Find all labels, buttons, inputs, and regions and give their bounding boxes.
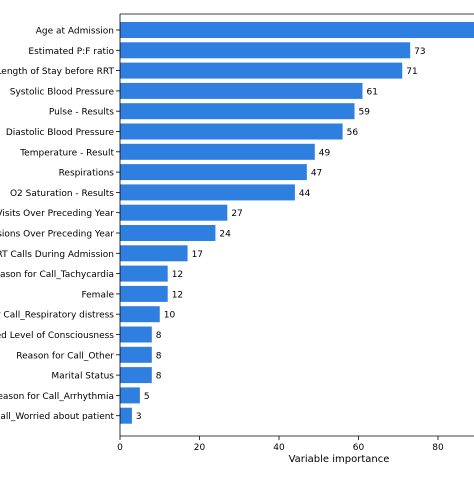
- category-label: Reason for Call_Arrhythmia: [0, 392, 114, 402]
- value-label: 59: [359, 108, 371, 118]
- category-label: O2 Saturation - Results: [10, 189, 114, 199]
- axes: 0 20 40 60 80: [116, 13, 474, 453]
- bar: [120, 143, 315, 160]
- category-label: Female: [81, 290, 114, 300]
- category-label: Reason for Call_Other: [16, 351, 114, 361]
- value-label: 10: [164, 311, 176, 321]
- value-label: 17: [192, 250, 203, 260]
- value-label: 8: [156, 331, 162, 341]
- x-tick-label: 0: [117, 443, 123, 453]
- bar: [120, 204, 228, 221]
- category-label: Temperature - Result: [19, 148, 114, 158]
- value-label: 5: [144, 392, 150, 402]
- category-labels: Age at Admission Estimated P:F ratio Lengt…: [0, 27, 114, 423]
- bar: [120, 285, 168, 302]
- x-tick-label: 40: [273, 443, 285, 453]
- value-label: 61: [366, 87, 377, 97]
- value-label: 12: [172, 270, 183, 280]
- value-label: 73: [414, 47, 425, 57]
- bar: [120, 82, 363, 99]
- bar: [120, 22, 474, 38]
- value-label: 3: [136, 412, 142, 422]
- category-label: Age at Admission: [36, 27, 114, 37]
- category-label: eased Level of Consciousness: [0, 331, 114, 341]
- bar: [120, 245, 188, 262]
- category-label: Estimated P:F ratio: [28, 47, 114, 57]
- x-axis-title: Variable importance: [289, 454, 390, 465]
- category-label: Marital Status: [51, 372, 114, 382]
- category-label: D Visits Over Preceding Year: [0, 209, 114, 219]
- bar: [120, 103, 355, 120]
- x-tick-label: 60: [353, 443, 365, 453]
- value-label: 12: [172, 290, 183, 300]
- x-tick-label: 80: [432, 443, 444, 453]
- value-label: 8: [156, 372, 162, 382]
- value-label: 27: [231, 209, 242, 219]
- category-label: or Call_Worried about patient: [0, 412, 114, 422]
- bar: [120, 306, 160, 323]
- category-label: Pulse - Results: [49, 108, 114, 118]
- category-label: missions Over Preceding Year: [0, 230, 114, 240]
- bar: [120, 62, 403, 79]
- x-tick-label: 20: [194, 443, 206, 453]
- value-label: 44: [299, 189, 311, 199]
- category-label: for Call_Respiratory distress: [0, 311, 114, 321]
- value-label: 71: [406, 67, 417, 77]
- value-label: 8: [156, 351, 162, 361]
- bar: [120, 265, 168, 282]
- value-label: 47: [311, 169, 322, 179]
- bars-layer: [120, 22, 474, 424]
- category-label: f RRT Calls During Admission: [0, 250, 114, 260]
- category-label: Length of Stay before RRT: [0, 67, 114, 77]
- bar: [120, 225, 216, 241]
- value-label: 24: [219, 230, 231, 240]
- bar: [120, 42, 411, 59]
- category-label: Diastolic Blood Pressure: [6, 128, 115, 138]
- bar: [120, 164, 307, 181]
- bar: [120, 184, 295, 201]
- value-label: 49: [319, 148, 331, 158]
- bar: [120, 367, 152, 384]
- category-label: Respirations: [59, 169, 115, 179]
- bar: [120, 387, 140, 404]
- category-label: Systolic Blood Pressure: [10, 87, 115, 97]
- bar: [120, 123, 343, 140]
- bar: [120, 346, 152, 363]
- category-label: Reason for Call_Tachycardia: [0, 270, 114, 280]
- bar: [120, 326, 152, 343]
- bar: [120, 407, 132, 424]
- value-label: 56: [347, 128, 359, 138]
